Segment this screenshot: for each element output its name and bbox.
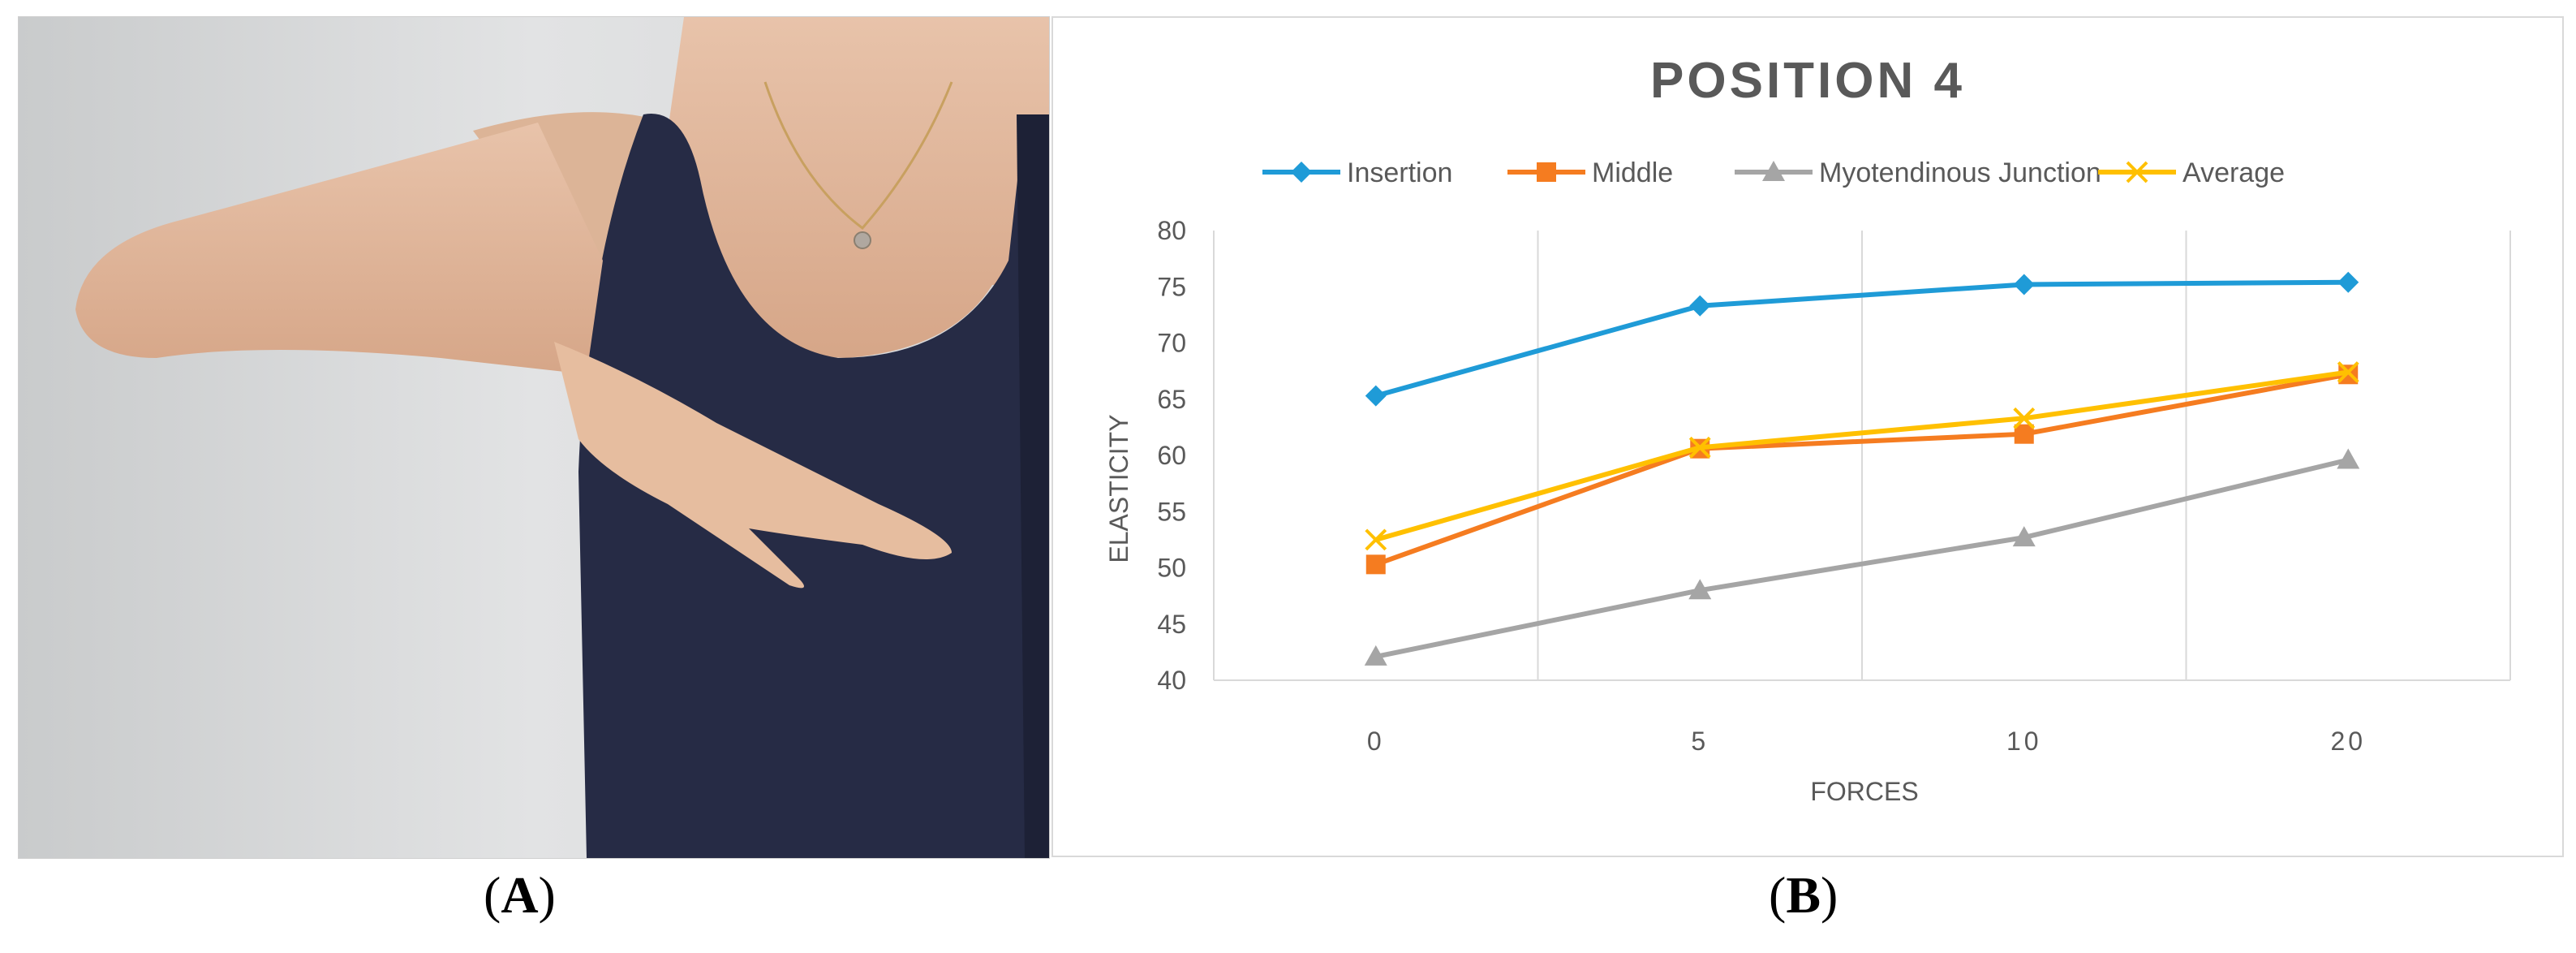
series-line bbox=[1373, 457, 2351, 659]
y-tick-label: 40 bbox=[1157, 666, 1186, 695]
data-point bbox=[2013, 407, 2036, 429]
data-point bbox=[1365, 385, 1387, 407]
chart-panel: POSITION 4 Insertion Middle Myotendinous J… bbox=[1051, 16, 2564, 857]
data-point bbox=[1364, 645, 1387, 666]
data-point bbox=[2013, 274, 2035, 295]
x-axis-label: FORCES bbox=[1810, 777, 1918, 806]
y-tick-label: 55 bbox=[1157, 497, 1186, 526]
photo-panel bbox=[18, 16, 1050, 859]
chart-series bbox=[1364, 271, 2360, 666]
line-chart: POSITION 4 Insertion Middle Myotendinous J… bbox=[1104, 53, 2511, 806]
y-axis-label: ELASTICITY bbox=[1104, 414, 1133, 563]
chart-legend: Insertion Middle Myotendinous Junction Aver… bbox=[1262, 157, 2285, 188]
legend-item: Myotendinous Junction bbox=[1735, 157, 2101, 188]
legend-item: Middle bbox=[1507, 157, 1673, 188]
legend-item: Insertion bbox=[1262, 157, 1452, 188]
data-point bbox=[2012, 526, 2036, 547]
y-tick-label: 45 bbox=[1157, 610, 1186, 639]
legend-label: Middle bbox=[1592, 157, 1673, 188]
y-axis-ticks: 40 45 50 55 60 65 70 75 80 bbox=[1157, 216, 1186, 695]
legend-marker bbox=[1291, 162, 1312, 183]
chart-title: POSITION 4 bbox=[1650, 53, 1965, 109]
y-tick-label: 70 bbox=[1157, 329, 1186, 358]
y-tick-label: 80 bbox=[1157, 216, 1186, 245]
y-tick-label: 50 bbox=[1157, 554, 1186, 583]
legend-marker bbox=[2126, 161, 2148, 183]
data-point bbox=[2337, 448, 2360, 469]
legend-label: Average bbox=[2183, 157, 2285, 188]
y-tick-label: 75 bbox=[1157, 272, 1186, 301]
series-line bbox=[1373, 369, 2351, 542]
y-tick-label: 60 bbox=[1157, 441, 1186, 470]
legend-marker bbox=[1762, 161, 1785, 181]
panel-label-b: (B) bbox=[1769, 866, 1838, 924]
x-tick-label: 10 bbox=[2006, 727, 2042, 756]
x-tick-label: 0 bbox=[1367, 727, 1385, 756]
legend-label: Insertion bbox=[1347, 157, 1452, 188]
x-axis-ticks: 0 5 10 20 bbox=[1367, 727, 2366, 756]
y-tick-label: 65 bbox=[1157, 385, 1186, 414]
x-tick-label: 20 bbox=[2330, 727, 2366, 756]
series-myotendinous-junction bbox=[1364, 448, 2360, 666]
data-point bbox=[2337, 361, 2359, 383]
legend-marker bbox=[1537, 162, 1556, 182]
series-line bbox=[1373, 372, 2351, 567]
legend-item: Average bbox=[2098, 157, 2285, 188]
series-line bbox=[1373, 279, 2351, 399]
chart-gridlines bbox=[1213, 231, 2511, 681]
x-tick-label: 5 bbox=[1691, 727, 1709, 756]
data-point bbox=[1688, 436, 1711, 459]
panel-label-a: (A) bbox=[484, 866, 556, 924]
legend-label: Myotendinous Junction bbox=[1819, 157, 2101, 188]
data-point bbox=[2014, 424, 2034, 444]
data-point bbox=[1365, 528, 1387, 551]
data-point bbox=[1688, 579, 1712, 600]
data-point bbox=[1365, 554, 1386, 575]
arm-position-photo bbox=[19, 17, 1049, 858]
series-insertion bbox=[1365, 271, 2359, 407]
data-point bbox=[2337, 271, 2359, 293]
series-average bbox=[1365, 361, 2359, 551]
data-point bbox=[1689, 295, 1711, 317]
